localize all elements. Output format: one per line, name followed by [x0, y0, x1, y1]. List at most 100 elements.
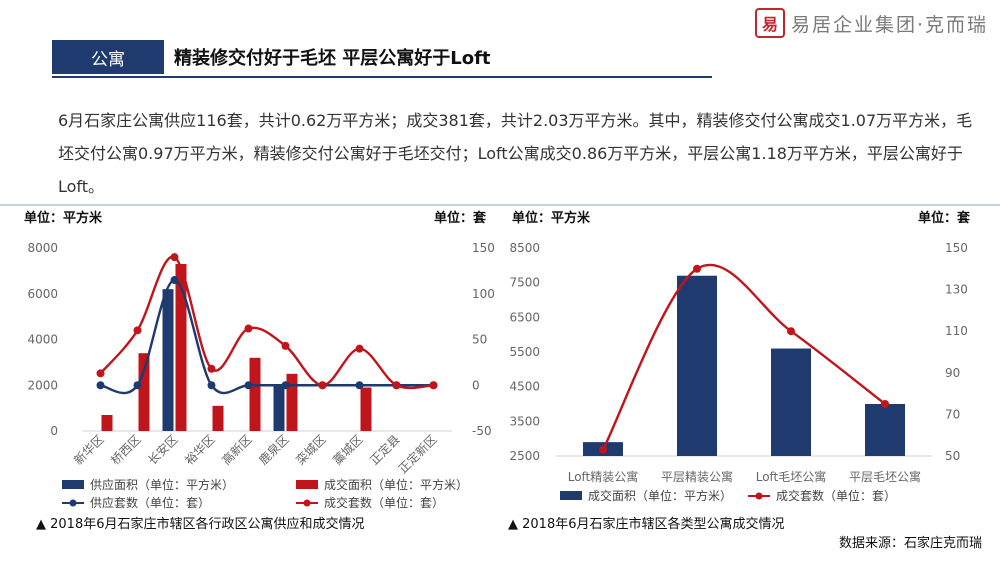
bar: [865, 404, 905, 456]
x-tick-label: 高新区: [219, 432, 255, 468]
legend-label: 成交面积（单位：平方米）: [588, 488, 732, 503]
bar: [249, 357, 261, 431]
bar: [771, 348, 811, 456]
x-tick-label: 长安区: [145, 432, 181, 468]
line-point: [281, 341, 290, 350]
x-tick-label: Loft精装公寓: [568, 469, 639, 484]
y-tick-label: 8000: [27, 241, 58, 255]
y-tick-label: 6000: [27, 287, 58, 301]
legend-label: 供应面积（单位：平方米）: [90, 477, 234, 492]
x-tick-label: 平层毛坯公寓: [849, 469, 921, 484]
line-point: [693, 264, 701, 273]
bar: [101, 414, 113, 431]
y-tick-label: 0: [50, 424, 58, 438]
y2-tick-label: 90: [945, 366, 960, 380]
x-tick-label: 正定县: [367, 432, 403, 468]
y2-tick-label: 100: [472, 287, 495, 301]
legend-swatch: [560, 491, 582, 500]
x-tick-label: 栾城区: [293, 432, 329, 468]
line-point: [244, 381, 253, 390]
y-tick-label: 3500: [509, 414, 540, 428]
y-tick-label: 6500: [509, 310, 540, 324]
y2-tick-label: 70: [945, 407, 960, 421]
x-tick-label: 平层精装公寓: [661, 469, 733, 484]
line-point: [244, 324, 253, 333]
chart-caption: ▲ 2018年6月石家庄市辖区各类型公寓成交情况: [508, 516, 785, 532]
y2-tick-label: -50: [472, 424, 492, 438]
x-tick-label: 藁城区: [330, 432, 365, 467]
y2-tick-label: 130: [945, 283, 968, 297]
section-tag: 公寓: [52, 40, 164, 74]
bar: [286, 373, 298, 431]
legend-marker: [755, 492, 763, 500]
bar: [677, 275, 717, 456]
brand-logo: 易 易居企业集团·克而瑞: [754, 6, 988, 40]
y-tick-label: 2500: [509, 449, 540, 463]
bar: [212, 405, 224, 431]
unit-left-label: 单位：平方米: [512, 210, 591, 226]
brand-seal-icon: 易: [754, 8, 785, 38]
x-tick-label: 新华区: [71, 432, 107, 468]
brand-name: 易居企业集团·克而瑞: [790, 13, 988, 36]
line-point: [281, 381, 290, 390]
section-title: 精装修交付好于毛坯 平层公寓好于Loft: [174, 48, 491, 69]
y2-tick-label: 150: [472, 241, 495, 255]
y-tick-label: 4000: [27, 333, 58, 347]
legend-label: 供应套数（单位：套）: [90, 495, 210, 510]
bar: [162, 289, 174, 431]
bar: [273, 385, 285, 431]
line-point: [787, 327, 795, 336]
y2-tick-label: 50: [472, 333, 487, 347]
x-tick-label: Loft毛坯公寓: [756, 469, 827, 484]
legend-swatch: [296, 480, 318, 489]
charts-divider: [0, 204, 1000, 206]
bar: [175, 264, 187, 431]
section-header: 公寓 精装修交付好于毛坯 平层公寓好于Loft: [52, 40, 491, 74]
line-point: [133, 381, 142, 390]
legend-label: 成交套数（单位：套）: [776, 488, 896, 503]
summary-paragraph: 6月石家庄公寓供应116套，共计0.62万平方米；成交381套，共计2.03万平…: [58, 111, 973, 196]
line-point: [599, 445, 607, 454]
line-point: [355, 344, 364, 353]
header-underline: [52, 76, 712, 78]
bar: [138, 353, 150, 431]
line-point: [318, 381, 327, 390]
line-point: [392, 381, 401, 390]
line-point: [96, 381, 105, 390]
line-point: [429, 381, 438, 390]
series-line: [601, 263, 886, 451]
line-point: [207, 381, 216, 390]
y-tick-label: 5500: [509, 345, 540, 359]
bar: [360, 387, 372, 431]
legend-label: 成交面积（单位：平方米）: [324, 477, 468, 492]
legend-label: 成交套数（单位：套）: [324, 495, 444, 510]
unit-left-label: 单位：平方米: [24, 210, 103, 226]
y2-tick-label: 150: [945, 241, 968, 255]
unit-right-label: 单位：套: [918, 210, 971, 226]
x-tick-label: 裕华区: [182, 432, 218, 468]
line-point: [96, 369, 105, 378]
y2-tick-label: 110: [945, 324, 968, 338]
line-point: [207, 364, 216, 373]
y2-tick-label: 50: [945, 449, 960, 463]
legend-marker: [69, 499, 77, 507]
unit-right-label: 单位：套: [434, 210, 487, 226]
x-tick-label: 正定新区: [395, 432, 440, 477]
line-point: [170, 276, 179, 285]
line-point: [133, 326, 142, 335]
y-tick-label: 8500: [509, 241, 540, 255]
y-tick-label: 2000: [27, 378, 58, 392]
source-note: 数据来源：石家庄克而瑞: [839, 535, 982, 551]
line-point: [170, 253, 179, 262]
y-tick-label: 7500: [509, 276, 540, 290]
legend-swatch: [62, 480, 84, 489]
x-tick-label: 鹿泉区: [256, 432, 292, 468]
series-line: [99, 255, 434, 390]
x-tick-label: 桥西区: [108, 432, 143, 467]
y-tick-label: 4500: [509, 380, 540, 394]
y2-tick-label: 0: [472, 378, 480, 392]
line-point: [355, 381, 364, 390]
legend-marker: [303, 499, 311, 507]
chart-caption: ▲ 2018年6月石家庄市辖区各行政区公寓供应和成交情况: [36, 516, 365, 532]
